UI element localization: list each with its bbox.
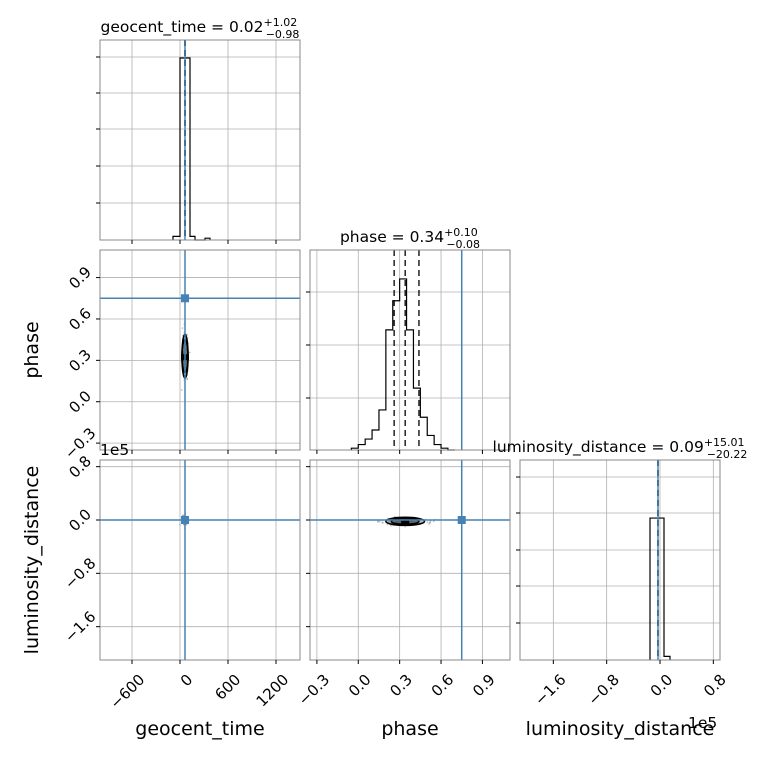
x-tick-label: −1.6 — [531, 671, 569, 709]
title-minus-error: −20.22 — [707, 448, 748, 461]
title-plus-error: +0.10 — [444, 226, 478, 239]
x-axis-label-luminosity_distance: luminosity_distance — [526, 718, 715, 740]
histogram-panel-geocent_time — [96, 39, 301, 244]
histogram-bar — [358, 445, 365, 450]
sample-point — [429, 521, 431, 524]
histogram-step-line — [172, 57, 211, 241]
histogram-panel-phase — [306, 249, 511, 454]
y-tick-label: 0.0 — [65, 505, 95, 535]
sample-point — [181, 327, 184, 329]
title-plus-error: +15.01 — [704, 436, 745, 449]
x-tick-label: −0.3 — [295, 671, 333, 709]
sample-point — [429, 520, 432, 523]
histogram-bar — [379, 410, 386, 450]
sample-point — [394, 515, 396, 518]
sample-point — [188, 351, 191, 354]
histogram-bar — [650, 518, 658, 660]
sample-point — [426, 521, 429, 524]
density-peak — [401, 519, 410, 526]
histogram-bar — [407, 330, 414, 450]
x-tick-label: 600 — [211, 671, 244, 704]
y-tick-label: 0.0 — [65, 387, 95, 417]
histogram-bar — [420, 417, 427, 450]
y-offset-label: 1e5 — [100, 441, 129, 459]
x-offset-label: 1e5 — [688, 714, 717, 732]
panel-title-geocent_time: geocent_time = 0.02+1.02 −0.98 — [101, 16, 300, 41]
sample-point — [381, 521, 384, 524]
x-tick-label: 0.8 — [700, 671, 730, 701]
scatter-panel-geocent_time-luminosity_distance — [96, 459, 301, 664]
truth-marker — [457, 516, 466, 524]
x-axis-label-phase: phase — [381, 718, 438, 740]
histogram-bar — [372, 430, 379, 450]
title-plus-error: +1.02 — [264, 16, 298, 29]
y-axis-label-phase: phase — [21, 321, 43, 378]
histogram-step-line — [350, 278, 455, 451]
y-axis-label-luminosity_distance: luminosity_distance — [21, 466, 43, 655]
truth-marker — [181, 516, 189, 524]
sample-point — [378, 520, 381, 523]
title-minus-error: −0.98 — [266, 28, 300, 41]
sample-point — [180, 389, 183, 391]
title-value: geocent_time = 0.02 — [101, 18, 264, 37]
histogram-bar — [434, 445, 441, 450]
panel-title-phase: phase = 0.34+0.10 −0.08 — [340, 226, 480, 251]
panel-frame — [99, 459, 301, 661]
x-tick-label: 0.6 — [428, 671, 458, 701]
y-tick-label: 0.6 — [65, 304, 95, 334]
sample-point — [428, 523, 430, 525]
x-tick-label: 0.0 — [647, 671, 677, 701]
y-tick-label: 0.3 — [65, 346, 95, 376]
x-axis-label-geocent_time: geocent_time — [135, 718, 264, 740]
histogram-step-line — [649, 517, 671, 660]
sample-point — [377, 520, 379, 523]
x-tick-label: 0.0 — [345, 671, 375, 701]
truth-marker — [181, 294, 189, 303]
histogram-bar — [365, 439, 372, 450]
histogram-bar — [427, 435, 434, 450]
sample-point — [404, 525, 407, 528]
panel-title-luminosity_distance: luminosity_distance = 0.09+15.01 −20.22 — [493, 436, 748, 461]
x-tick-label: 0.9 — [469, 671, 499, 701]
y-tick-label: 0.9 — [65, 263, 95, 293]
scatter-panel-geocent_time-phase — [96, 249, 301, 454]
title-value: phase = 0.34 — [340, 228, 444, 246]
sample-point — [186, 377, 189, 380]
sample-point — [432, 520, 435, 523]
panel-frame — [519, 459, 721, 661]
x-tick-label: −600 — [106, 671, 148, 713]
x-tick-label: −0.8 — [584, 671, 622, 709]
panel-frame — [309, 249, 511, 451]
sample-point — [178, 524, 181, 526]
x-tick-label: 0 — [177, 671, 196, 690]
y-tick-label: −1.6 — [61, 608, 99, 646]
panel-frame — [99, 249, 301, 451]
sample-point — [182, 514, 185, 517]
panel-frame — [99, 39, 301, 241]
y-tick-label: −0.8 — [61, 554, 99, 592]
title-value: luminosity_distance = 0.09 — [493, 438, 704, 457]
histogram-bar — [658, 518, 664, 660]
histogram-panel-luminosity_distance — [516, 459, 721, 664]
panel-frame — [309, 459, 511, 661]
x-tick-label: 1200 — [253, 671, 293, 711]
histogram-bar — [386, 330, 393, 450]
x-tick-label: 0.3 — [386, 671, 416, 701]
sample-point — [390, 524, 392, 527]
scatter-panel-phase-luminosity_distance — [306, 459, 511, 664]
title-minus-error: −0.08 — [446, 238, 480, 251]
